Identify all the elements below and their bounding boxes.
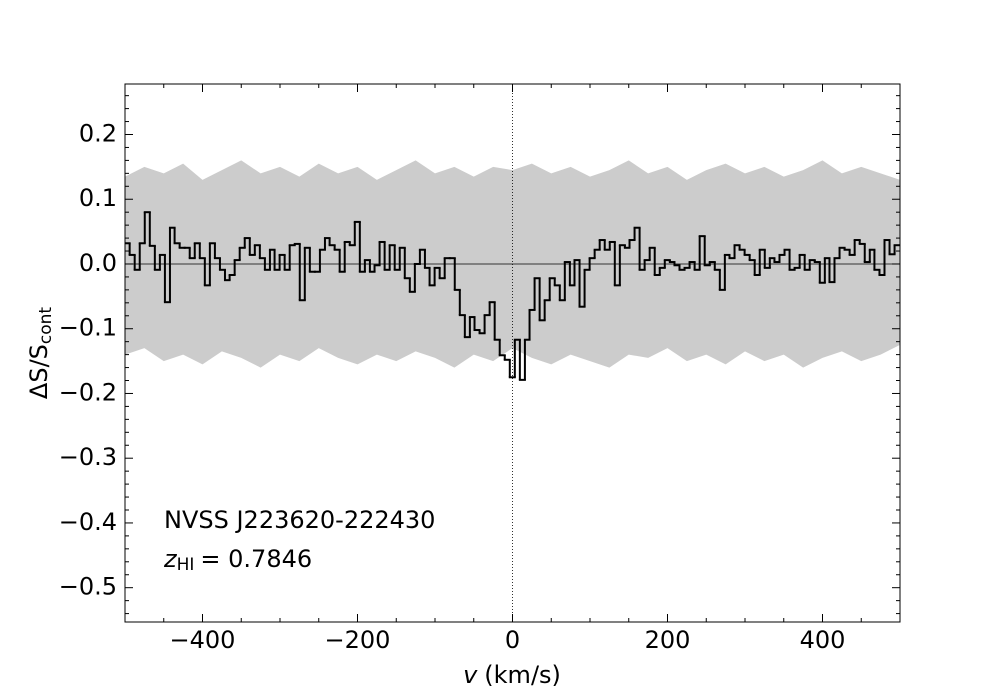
y-tick-label: 0.0 [79, 249, 117, 277]
y-axis-label: ΔS/Scont [25, 307, 56, 400]
x-tick-label: −400 [170, 626, 236, 654]
annotation-redshift: zHI = 0.7846 [163, 545, 312, 575]
annotation-sub: HI [177, 555, 195, 575]
plot-area: −400 −200 0 200 400 −0.5 −0.4 −0.3 −0.2 −0.1 0.0 0.… [59, 83, 901, 654]
y-tick-label: −0.2 [59, 378, 117, 406]
y-tick-label: 0.1 [79, 184, 117, 212]
y-label-main: ΔS/S [25, 344, 53, 399]
y-tick-label: −0.1 [59, 314, 117, 342]
plot-inner [125, 84, 900, 622]
annotation-source: NVSS J223620-222430 [164, 506, 435, 534]
x-tick-label: −200 [325, 626, 391, 654]
x-tick-label: 200 [645, 626, 691, 654]
y-tick-label: 0.2 [79, 119, 117, 147]
x-tick-label: 400 [800, 626, 846, 654]
y-label-sub: cont [36, 307, 56, 345]
y-tick-label: −0.5 [59, 573, 117, 601]
y-tick-label: −0.4 [59, 508, 117, 536]
x-tick-label: 0 [505, 626, 520, 654]
annotation-var: z [163, 545, 178, 573]
y-tick-label: −0.3 [59, 443, 117, 471]
x-axis-label: v (km/s) [463, 661, 561, 689]
x-label-var: v [463, 661, 478, 689]
annotation-value: = 0.7846 [200, 545, 312, 573]
x-label-unit: (km/s) [484, 661, 561, 689]
